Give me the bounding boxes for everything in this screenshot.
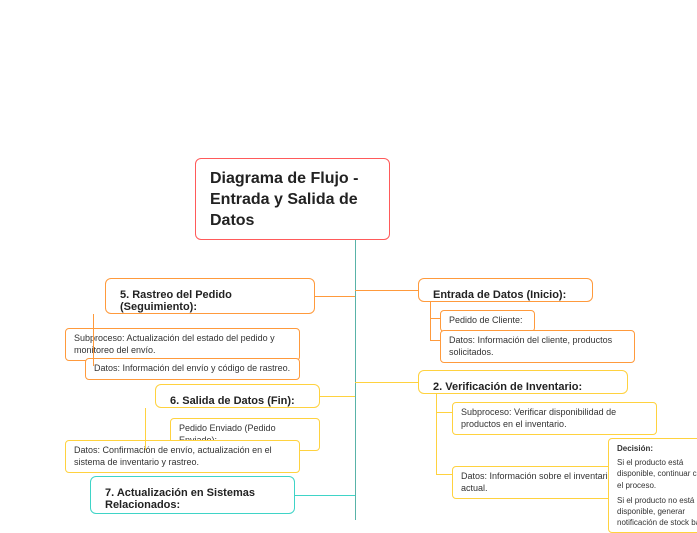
- root-title: Diagrama de Flujo - Entrada y Salida de …: [210, 169, 375, 231]
- connector-h: [320, 396, 355, 397]
- connector-h: [430, 340, 440, 341]
- connector-main-v: [355, 240, 356, 520]
- connector-h: [295, 495, 355, 496]
- connector-h: [436, 412, 452, 413]
- connector-h: [355, 290, 418, 291]
- node-b6: 6. Salida de Datos (Fin):: [155, 384, 320, 408]
- connector-v: [436, 394, 437, 474]
- node-b2-decision: Decisión: Si el producto está disponible…: [608, 438, 697, 533]
- node-b1-child-0: Pedido de Cliente:: [440, 310, 535, 332]
- node-b2: 2. Verificación de Inventario:: [418, 370, 628, 394]
- node-b1-title: Entrada de Datos (Inicio):: [433, 289, 578, 301]
- node-b7: 7. Actualización en Sistemas Relacionado…: [90, 476, 295, 514]
- node-b5-child-0: Subproceso: Actualización del estado del…: [65, 328, 300, 361]
- node-b1: Entrada de Datos (Inicio):: [418, 278, 593, 302]
- node-b5-child-1: Datos: Información del envío y código de…: [85, 358, 300, 380]
- root-node: Diagrama de Flujo - Entrada y Salida de …: [195, 158, 390, 240]
- node-b5: 5. Rastreo del Pedido (Seguimiento):: [105, 278, 315, 314]
- connector-v: [93, 314, 94, 366]
- connector-h: [355, 382, 418, 383]
- decision-line-1: Si el producto no está disponible, gener…: [617, 495, 697, 529]
- connector-v: [430, 302, 431, 340]
- decision-title: Decisión:: [617, 443, 697, 454]
- connector-h: [315, 296, 355, 297]
- node-b6-title: 6. Salida de Datos (Fin):: [170, 395, 305, 407]
- node-b7-title: 7. Actualización en Sistemas Relacionado…: [105, 487, 280, 511]
- root-title-l1: Diagrama de Flujo -: [210, 170, 358, 187]
- node-b5-title: 5. Rastreo del Pedido (Seguimiento):: [120, 289, 300, 313]
- node-b1-child-1: Datos: Información del cliente, producto…: [440, 330, 635, 363]
- node-b6-child-1: Datos: Confirmación de envío, actualizac…: [65, 440, 300, 473]
- connector-v: [145, 408, 146, 450]
- root-title-l2: Entrada y Salida de: [210, 191, 358, 208]
- connector-h: [430, 318, 440, 319]
- node-b2-title: 2. Verificación de Inventario:: [433, 381, 613, 393]
- connector-h: [436, 474, 452, 475]
- decision-line-0: Si el producto está disponible, continua…: [617, 457, 697, 491]
- root-title-l3: Datos: [210, 212, 254, 229]
- node-b2-child-0: Subproceso: Verificar disponibilidad de …: [452, 402, 657, 435]
